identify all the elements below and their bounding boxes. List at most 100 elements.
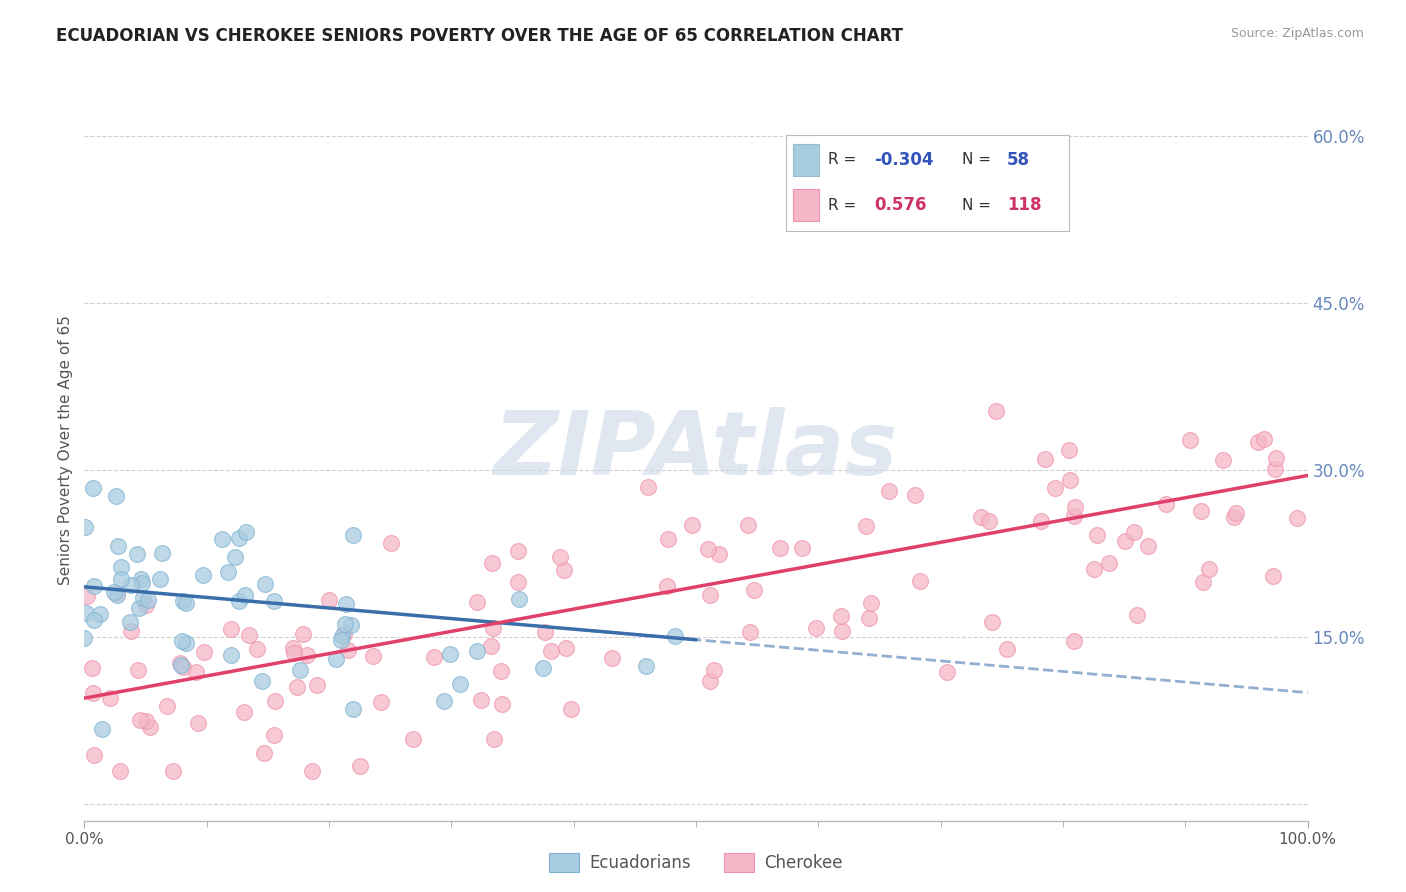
Point bbox=[250, 674, 273, 689]
Point bbox=[139, 720, 162, 734]
Point bbox=[336, 643, 359, 657]
Point bbox=[1263, 568, 1285, 582]
Point bbox=[172, 594, 194, 608]
Point bbox=[1212, 453, 1234, 467]
Text: N =: N = bbox=[962, 153, 995, 168]
Point bbox=[402, 732, 425, 747]
Point bbox=[508, 591, 530, 606]
Point bbox=[263, 728, 285, 742]
Point bbox=[127, 663, 149, 677]
Point bbox=[1191, 575, 1213, 590]
Point bbox=[1063, 633, 1085, 648]
Point bbox=[301, 764, 323, 778]
Point bbox=[291, 627, 314, 641]
Point bbox=[82, 685, 104, 699]
Point bbox=[1043, 481, 1066, 495]
Point bbox=[335, 597, 357, 611]
Point bbox=[228, 594, 250, 608]
Point bbox=[83, 613, 105, 627]
Point bbox=[349, 758, 371, 772]
Point bbox=[333, 617, 356, 632]
Point bbox=[254, 576, 277, 591]
Point bbox=[100, 690, 122, 705]
Point bbox=[634, 659, 657, 673]
Point bbox=[83, 579, 105, 593]
Point bbox=[170, 658, 193, 673]
Point bbox=[136, 593, 159, 607]
Point bbox=[149, 572, 172, 586]
Point bbox=[238, 628, 260, 642]
Point bbox=[534, 624, 557, 639]
Point bbox=[187, 715, 209, 730]
Point bbox=[600, 651, 623, 665]
Point bbox=[859, 596, 882, 610]
Point bbox=[318, 593, 340, 607]
Point bbox=[128, 713, 150, 727]
Point bbox=[1083, 562, 1105, 576]
Point bbox=[790, 541, 813, 555]
Point bbox=[135, 598, 157, 612]
Point bbox=[105, 585, 128, 599]
Point bbox=[110, 560, 132, 574]
Point bbox=[465, 643, 488, 657]
Point bbox=[134, 714, 156, 728]
Point bbox=[560, 702, 582, 716]
Y-axis label: Seniors Poverty Over the Age of 65: Seniors Poverty Over the Age of 65 bbox=[58, 316, 73, 585]
Point bbox=[224, 550, 246, 565]
Point bbox=[263, 594, 285, 608]
Point bbox=[332, 629, 354, 643]
Text: -0.304: -0.304 bbox=[873, 151, 934, 169]
Point bbox=[1265, 450, 1288, 465]
Point bbox=[297, 648, 319, 662]
Point bbox=[150, 546, 173, 560]
Point bbox=[235, 587, 257, 601]
Point bbox=[1264, 461, 1286, 475]
Point bbox=[333, 627, 356, 641]
Legend: Ecuadorians, Cherokee: Ecuadorians, Cherokee bbox=[543, 847, 849, 879]
Point bbox=[657, 532, 679, 546]
Point bbox=[1123, 524, 1146, 539]
Text: ZIPAtlas: ZIPAtlas bbox=[494, 407, 898, 494]
Point bbox=[105, 489, 128, 503]
Point bbox=[219, 622, 242, 636]
Point bbox=[120, 578, 142, 592]
Point bbox=[363, 648, 385, 663]
Point bbox=[233, 706, 256, 720]
Point bbox=[128, 600, 150, 615]
Point bbox=[423, 650, 446, 665]
Point bbox=[246, 642, 269, 657]
Point bbox=[699, 588, 721, 602]
Point bbox=[290, 663, 312, 677]
Point bbox=[769, 541, 792, 555]
Point bbox=[681, 518, 703, 533]
Point bbox=[217, 566, 239, 580]
Text: 118: 118 bbox=[1007, 196, 1042, 214]
Point bbox=[936, 665, 959, 680]
Point bbox=[707, 547, 730, 561]
Point bbox=[325, 652, 347, 666]
Point bbox=[73, 631, 96, 645]
Point bbox=[984, 404, 1007, 418]
Point bbox=[742, 582, 765, 597]
Point bbox=[465, 595, 488, 609]
Point bbox=[506, 575, 529, 590]
Point bbox=[131, 575, 153, 590]
Point bbox=[156, 699, 179, 714]
Point bbox=[380, 536, 402, 550]
Point bbox=[221, 648, 243, 662]
Point bbox=[531, 660, 554, 674]
Point bbox=[330, 633, 353, 648]
Point bbox=[540, 644, 562, 658]
Point bbox=[75, 606, 97, 620]
Point bbox=[697, 542, 720, 557]
Point bbox=[110, 572, 132, 586]
Point bbox=[1285, 511, 1308, 525]
Point bbox=[855, 518, 877, 533]
Point bbox=[162, 764, 184, 778]
Point bbox=[283, 646, 305, 660]
Point bbox=[103, 585, 125, 599]
Point bbox=[449, 677, 471, 691]
Point bbox=[995, 642, 1018, 657]
Point bbox=[740, 625, 762, 640]
Point bbox=[211, 532, 233, 546]
